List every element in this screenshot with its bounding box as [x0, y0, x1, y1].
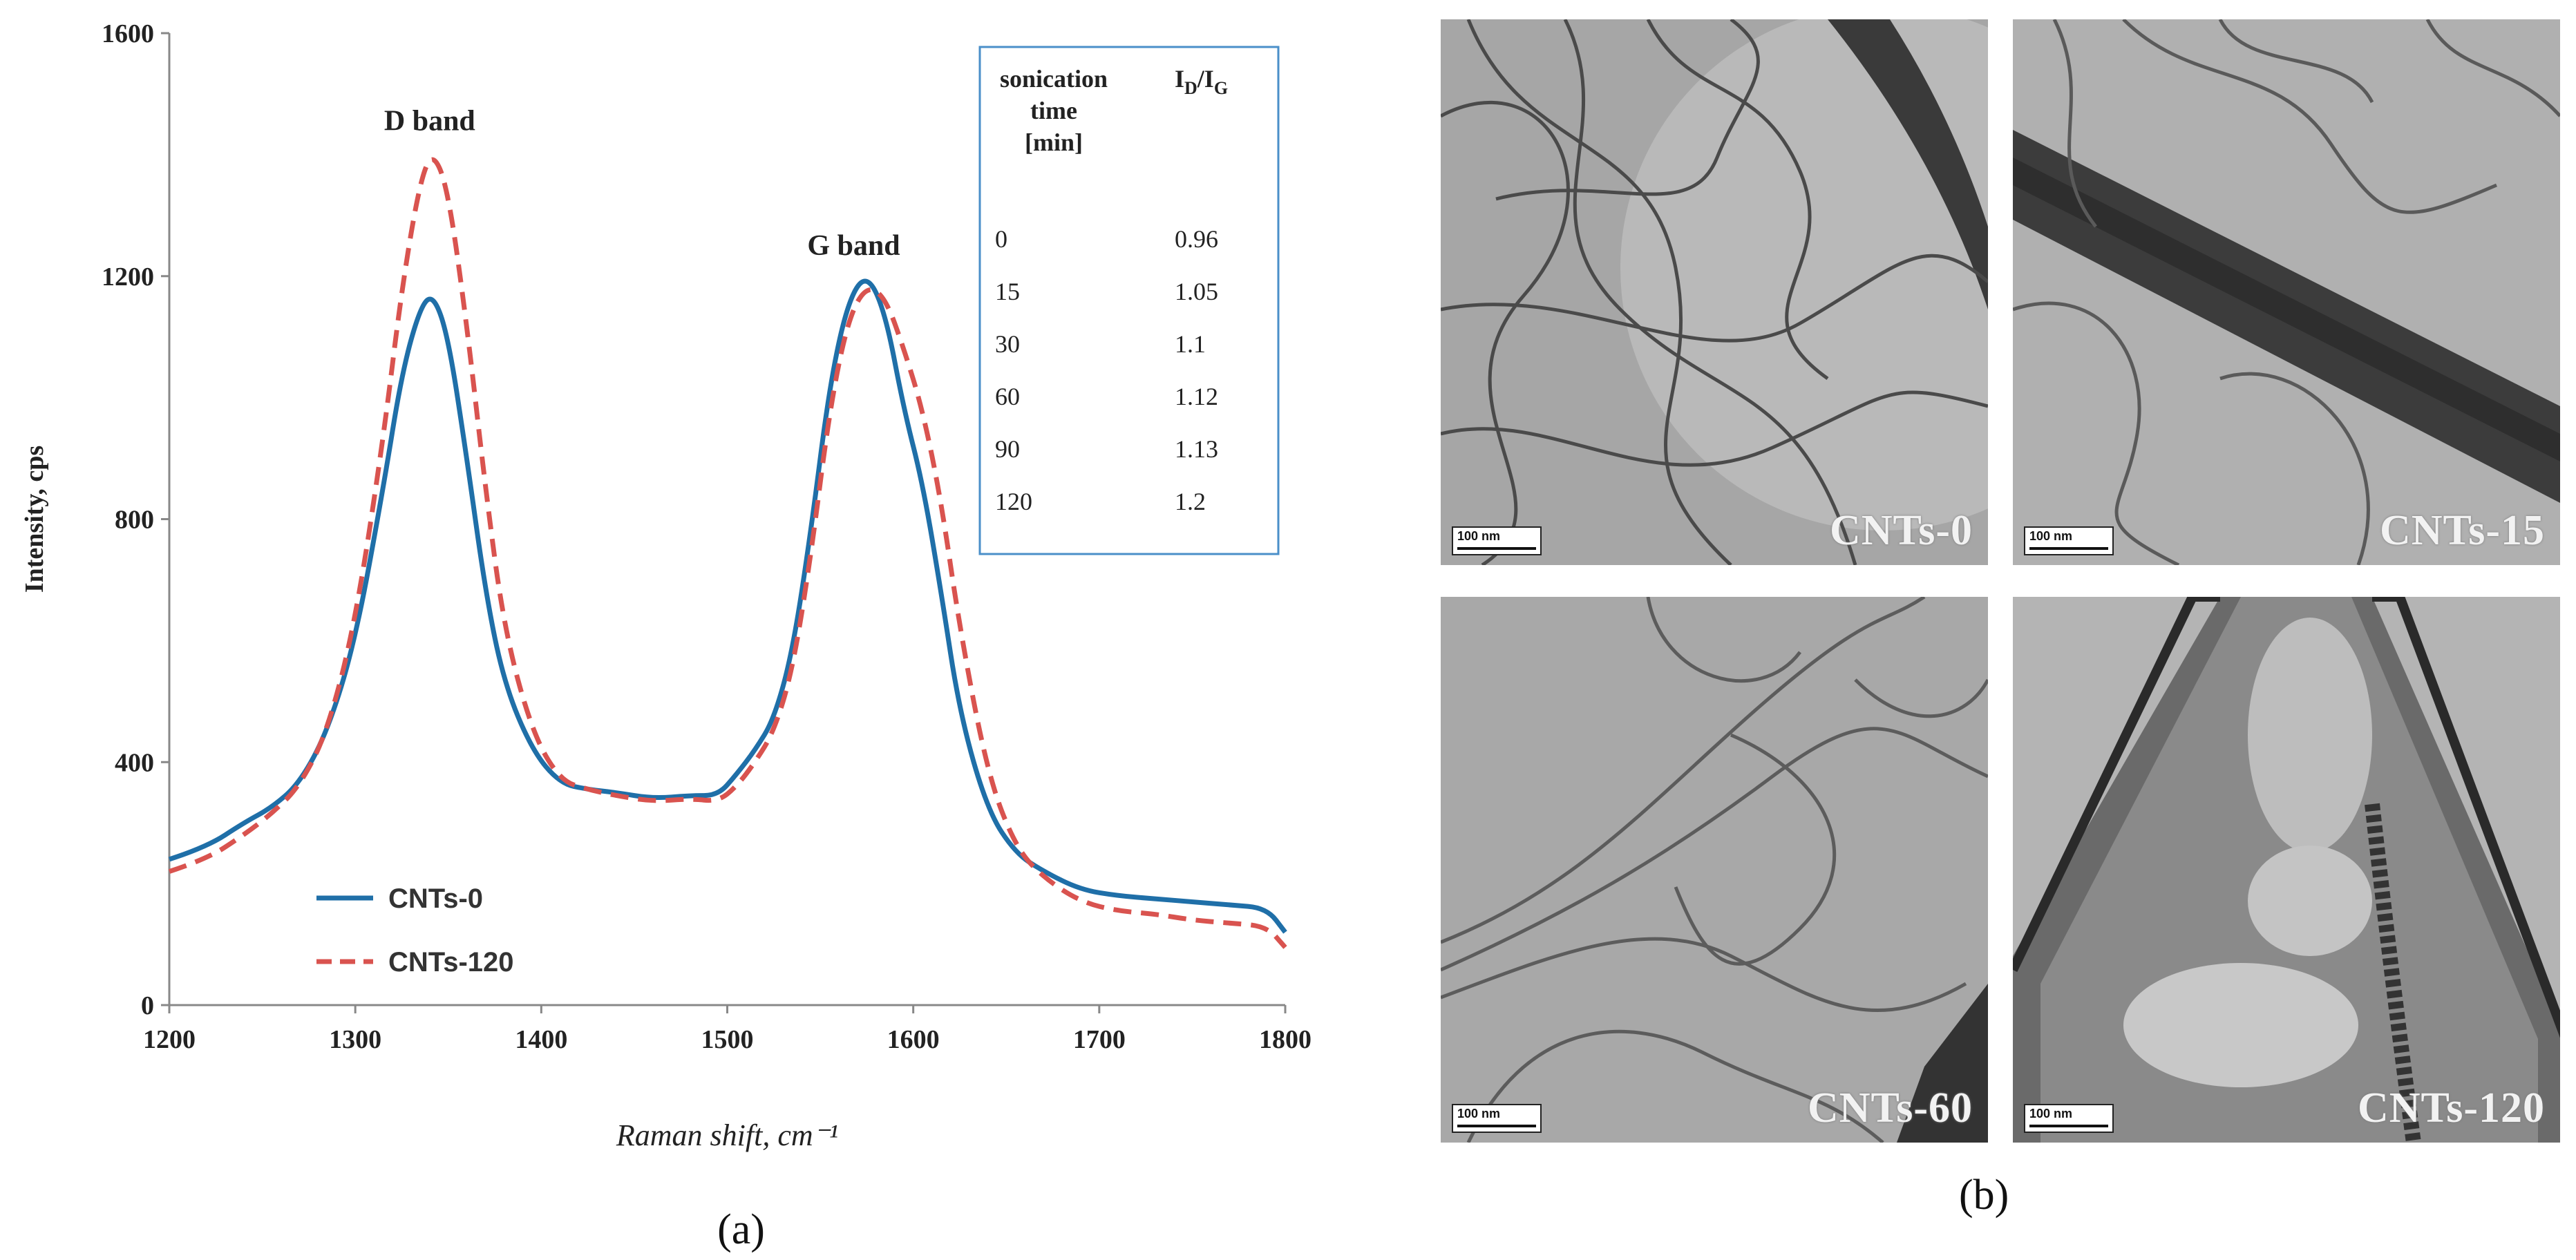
x-tick-label: 1200 — [143, 1025, 196, 1054]
y-tick-label: 0 — [141, 991, 154, 1020]
y-tick-label: 400 — [115, 748, 154, 777]
legend-label: CNTs-0 — [388, 884, 483, 914]
chart-labels: Intensity, cps Raman shift, cm⁻¹ (a) D band… — [20, 106, 900, 1253]
tem-caption: CNTs-0 — [1830, 507, 1973, 554]
tem-caption: CNTs-60 — [1808, 1085, 1973, 1132]
scale-bar: 100 nm — [1452, 1104, 1542, 1133]
tem-micrograph — [1441, 19, 1988, 565]
table-header: [min] — [1025, 128, 1083, 156]
table-cell-time: 30 — [995, 330, 1020, 358]
legend-label: CNTs-120 — [388, 947, 514, 977]
tem-image-grid: 100 nm CNTs-0 100 nm CNTs-15 — [1441, 19, 2560, 1145]
tem-micrograph — [2013, 19, 2560, 565]
table-cell-ratio: 1.13 — [1175, 435, 1218, 463]
table-cell-ratio: 1.1 — [1175, 330, 1206, 358]
table-cell-time: 60 — [995, 383, 1020, 410]
x-tick-label: 1600 — [887, 1025, 940, 1054]
table-cell-time: 90 — [995, 435, 1020, 463]
band-annotation: D band — [384, 106, 475, 137]
panel-label-b: (b) — [1959, 1172, 2009, 1219]
scale-bar: 100 nm — [1452, 526, 1542, 555]
table-cell-time: 120 — [995, 488, 1032, 515]
scale-bar: 100 nm — [2024, 526, 2114, 555]
x-tick-label: 1800 — [1259, 1025, 1311, 1054]
table-header-ratio: ID/IG — [1175, 65, 1228, 98]
tem-image-cnts-15: 100 nm CNTs-15 — [2013, 19, 2560, 565]
table-cell-ratio: 1.05 — [1175, 278, 1218, 305]
tem-micrograph — [1441, 597, 1988, 1143]
table-cell-ratio: 1.2 — [1175, 488, 1206, 515]
table-cell-ratio: 0.96 — [1175, 225, 1218, 253]
tem-image-cnts-60: 100 nm CNTs-60 — [1441, 597, 1988, 1143]
tem-image-cnts-120: 100 nm CNTs-120 — [2013, 597, 2560, 1143]
chart-legend: CNTs-0 CNTs-120 — [316, 884, 514, 977]
x-tick-label: 1300 — [329, 1025, 381, 1054]
band-annotation: G band — [807, 230, 900, 262]
table-header: time — [1030, 97, 1077, 124]
inset-table: sonication time [min] ID/IG 0 0.96 15 1.05 30 1.1… — [978, 46, 1280, 555]
x-tick-label: 1400 — [515, 1025, 567, 1054]
panel-label-a: (a) — [717, 1206, 765, 1253]
inset-table-box — [978, 46, 1280, 555]
chart-series — [168, 157, 1287, 949]
table-cell-ratio: 1.12 — [1175, 383, 1218, 410]
tem-caption: CNTs-15 — [2380, 507, 2545, 554]
y-tick-label: 1600 — [102, 19, 154, 48]
y-tick-label: 800 — [115, 506, 154, 535]
scale-bar: 100 nm — [2024, 1104, 2114, 1133]
x-tick-label: 1700 — [1073, 1025, 1126, 1054]
table-cell-time: 15 — [995, 278, 1020, 305]
table-header: sonication — [1000, 65, 1108, 93]
x-axis-title: Raman shift, cm⁻¹ — [616, 1118, 838, 1152]
tem-image-cnts-0: 100 nm CNTs-0 — [1441, 19, 1988, 565]
tem-caption: CNTs-120 — [2358, 1085, 2545, 1132]
series-line-cnts-120 — [168, 157, 1287, 949]
table-cell-time: 0 — [995, 225, 1007, 253]
x-tick-label: 1500 — [701, 1025, 754, 1054]
y-axis-title: Intensity, cps — [20, 446, 49, 593]
series-line-cnts-0 — [168, 278, 1287, 934]
y-tick-label: 1200 — [102, 262, 154, 292]
tem-micrograph — [2013, 597, 2560, 1143]
